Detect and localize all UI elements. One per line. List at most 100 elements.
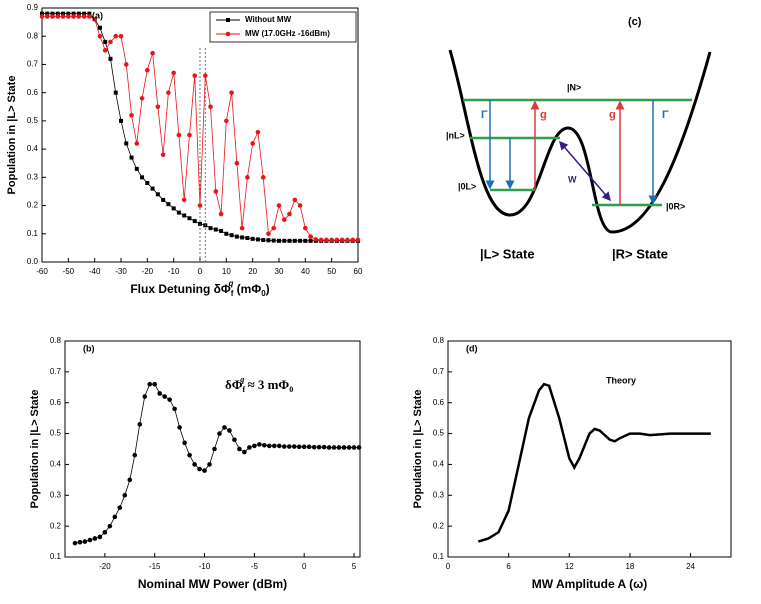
data-point — [45, 11, 50, 16]
data-point — [257, 442, 262, 447]
data-point — [171, 70, 176, 76]
data-point — [202, 73, 208, 79]
data-point — [224, 118, 229, 124]
data-point — [87, 11, 92, 16]
x-tick-label: 50 — [327, 267, 336, 276]
data-point — [103, 39, 108, 44]
x-tick-label: 20 — [248, 267, 257, 276]
data-point — [311, 444, 317, 450]
data-point — [250, 141, 255, 146]
data-point — [157, 391, 162, 396]
data-point — [167, 397, 172, 402]
x-tick-label: 0 — [302, 562, 307, 571]
data-point — [192, 219, 197, 224]
legend-marker — [226, 18, 230, 22]
data-point — [102, 48, 108, 53]
label-part: ≈ 3 mΦ — [244, 377, 289, 392]
panel-label: (a) — [92, 10, 103, 20]
data-point — [281, 444, 287, 449]
data-point — [176, 210, 181, 215]
data-point — [72, 540, 78, 546]
data-point — [92, 536, 98, 541]
data-point — [316, 444, 322, 450]
panel-label: (c) — [628, 16, 642, 28]
data-point — [97, 33, 103, 39]
data-point — [187, 452, 192, 458]
series-line — [74, 383, 359, 544]
data-point — [132, 452, 138, 458]
data-point — [102, 530, 108, 535]
x-tick-label: 18 — [625, 562, 634, 571]
data-point — [234, 160, 240, 166]
y-tick-label: 0.2 — [433, 521, 445, 530]
state-label: |R> State — [612, 246, 668, 261]
x-tick-label: -40 — [89, 267, 101, 276]
data-point — [218, 211, 224, 217]
data-point — [39, 14, 45, 19]
y-tick-label: 0.1 — [50, 552, 62, 561]
y-tick-label: 0.7 — [50, 367, 62, 376]
y-tick-label: 0.4 — [50, 460, 62, 469]
data-point — [142, 394, 148, 399]
y-axis-label: Population in |L> State — [6, 76, 18, 195]
data-point — [229, 233, 234, 238]
data-point — [118, 33, 124, 39]
data-point — [127, 477, 133, 483]
x-tick-label: 6 — [506, 562, 511, 571]
data-point — [266, 238, 271, 243]
data-point — [291, 444, 297, 449]
label-part: q — [228, 279, 233, 288]
data-point — [346, 445, 352, 450]
y-tick-label: 0.7 — [433, 367, 445, 376]
x-tick-label: 40 — [301, 267, 310, 276]
x-tick-label: -10 — [168, 267, 180, 276]
rate-label: Γ — [481, 109, 488, 121]
y-tick-label: 0.6 — [50, 398, 62, 407]
x-axis-label: Nominal MW Power (dBm) — [138, 577, 287, 591]
data-point — [187, 132, 192, 138]
label-part: q — [240, 375, 244, 384]
data-point — [50, 14, 55, 19]
annotation: Theory — [606, 375, 636, 385]
x-tick-label: -50 — [63, 267, 75, 276]
data-point — [150, 186, 155, 191]
data-point — [76, 11, 81, 16]
data-point — [71, 11, 76, 16]
data-point — [181, 197, 187, 203]
data-point — [324, 237, 329, 243]
x-tick-label: -30 — [115, 267, 127, 276]
data-point — [82, 11, 87, 16]
data-point — [113, 90, 118, 95]
x-tick-label: -20 — [99, 562, 111, 571]
series-line — [477, 382, 711, 543]
y-tick-label: 0.3 — [50, 490, 62, 499]
data-point — [77, 539, 83, 545]
data-point — [66, 11, 71, 16]
data-point — [277, 238, 281, 243]
label-part: Flux Detuning δΦ — [130, 282, 231, 296]
level-label: |0R> — [666, 201, 685, 211]
x-axis-label: MW Amplitude A (ω) — [532, 577, 647, 591]
data-point — [182, 440, 187, 446]
x-axis-label: Flux Detuning δΦfq (mΦ0) — [130, 279, 269, 298]
data-point — [341, 445, 347, 450]
y-tick-label: 0.1 — [27, 229, 39, 238]
data-point — [306, 444, 312, 450]
data-point — [350, 237, 356, 243]
data-point — [150, 50, 155, 56]
data-point — [87, 537, 93, 543]
data-point — [177, 425, 182, 430]
level-label: |N> — [567, 82, 581, 92]
x-tick-label: -60 — [36, 267, 48, 276]
data-point — [245, 236, 250, 241]
data-point — [213, 189, 219, 194]
arrow — [559, 140, 611, 202]
data-point — [182, 213, 187, 218]
y-axis-label: Population in |L> State — [29, 390, 41, 509]
data-point — [192, 73, 198, 79]
data-point — [217, 431, 222, 436]
rate-label: g — [540, 109, 547, 121]
y-tick-label: 0.4 — [27, 144, 39, 153]
x-tick-label: 24 — [686, 562, 695, 571]
level-label: |0L> — [458, 181, 476, 191]
